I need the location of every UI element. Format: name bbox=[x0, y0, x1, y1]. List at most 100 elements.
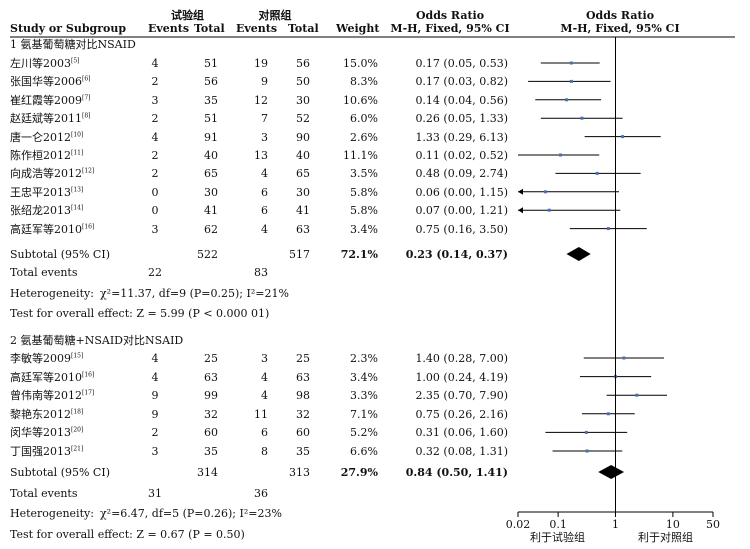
study-point-square bbox=[585, 449, 589, 453]
ctrl-total: 25 bbox=[296, 352, 310, 365]
study-weight: 5.8% bbox=[350, 204, 378, 218]
ctrl-total: 63 bbox=[296, 222, 310, 236]
study-reference: [6] bbox=[82, 75, 91, 83]
study-weight: 5.8% bbox=[350, 185, 378, 199]
study-reference: [10] bbox=[71, 130, 84, 138]
study-name: 黎艳东2012[18] bbox=[10, 407, 84, 421]
study-or-ci: 0.26 (0.05, 1.33) bbox=[415, 112, 508, 126]
exp-total: 62 bbox=[204, 222, 218, 236]
study-or-ci: 0.14 (0.04, 0.56) bbox=[415, 93, 508, 107]
study-point-square bbox=[569, 61, 573, 65]
study-or-ci: 0.31 (0.06, 1.60) bbox=[415, 426, 508, 440]
total-events-exp: 31 bbox=[148, 487, 162, 500]
header-study: Study or Subgroup bbox=[10, 22, 127, 35]
total-events-ctrl: 83 bbox=[254, 266, 268, 279]
study-or-ci: 1.00 (0.24, 4.19) bbox=[415, 370, 508, 384]
study-point-square bbox=[564, 98, 568, 102]
study-weight: 3.5% bbox=[350, 167, 378, 181]
study-point-square bbox=[584, 430, 588, 434]
exp-events: 4 bbox=[151, 370, 159, 384]
study-name: 闵华等2013[20] bbox=[10, 426, 84, 440]
study-or-ci: 0.48 (0.09, 2.74) bbox=[415, 167, 508, 181]
subtotal-or-ci: 0.84 (0.50, 1.41) bbox=[405, 466, 508, 479]
subtotal-label: Subtotal (95% CI) bbox=[10, 248, 110, 261]
study-point-square bbox=[595, 171, 599, 175]
ctrl-total: 90 bbox=[296, 130, 310, 144]
header-plot-title: Odds Ratio bbox=[585, 9, 655, 22]
exp-events: 0 bbox=[151, 204, 159, 218]
exp-events: 3 bbox=[151, 445, 159, 458]
ctrl-events: 6 bbox=[261, 204, 268, 218]
study-reference: [15] bbox=[71, 352, 84, 360]
ctrl-total: 32 bbox=[296, 407, 310, 421]
header-exp-total: Total bbox=[194, 22, 225, 35]
study-name: 张绍龙2013[14] bbox=[10, 204, 84, 218]
favours-right-label: 利于对照组 bbox=[638, 531, 693, 544]
exp-events: 3 bbox=[151, 93, 159, 107]
study-point-square bbox=[558, 153, 562, 157]
header-or-method: M-H, Fixed, 95% CI bbox=[390, 22, 510, 35]
study-name: 赵廷斌等2011[8] bbox=[10, 112, 91, 126]
study-weight: 5.2% bbox=[350, 426, 378, 440]
exp-total: 91 bbox=[204, 130, 218, 144]
exp-events: 9 bbox=[151, 407, 159, 421]
study-reference: [20] bbox=[71, 426, 84, 434]
ctrl-total: 98 bbox=[296, 389, 310, 403]
ctrl-total: 60 bbox=[296, 426, 310, 440]
exp-total: 30 bbox=[204, 185, 218, 199]
study-reference: [14] bbox=[71, 204, 84, 212]
total-events-ctrl: 36 bbox=[254, 487, 268, 500]
study-name: 崔红霞等2009[7] bbox=[10, 93, 91, 107]
study-or-ci: 0.06 (0.00, 1.15) bbox=[415, 185, 508, 199]
subtotal-exp-total: 522 bbox=[197, 248, 218, 261]
study-or-ci: 0.32 (0.08, 1.31) bbox=[415, 445, 508, 458]
study-or-ci: 0.75 (0.16, 3.50) bbox=[415, 222, 508, 236]
study-reference: [8] bbox=[82, 112, 91, 120]
ctrl-total: 41 bbox=[296, 204, 310, 218]
study-point-square bbox=[547, 208, 551, 212]
ctrl-total: 30 bbox=[296, 185, 310, 199]
study-weight: 3.4% bbox=[350, 222, 378, 236]
overall-effect: Test for overall effect: Z = 5.99 (P < 0… bbox=[10, 307, 270, 320]
study-point-square bbox=[580, 116, 584, 120]
exp-events: 9 bbox=[151, 389, 159, 403]
study-name: 王忠平2013[13] bbox=[10, 185, 84, 199]
heterogeneity-label: Heterogeneity: bbox=[10, 287, 94, 300]
x-tick-label: 0.1 bbox=[549, 518, 567, 531]
exp-total: 41 bbox=[204, 204, 218, 218]
ctrl-events: 8 bbox=[261, 445, 268, 458]
x-tick-label: 10 bbox=[665, 518, 680, 531]
subtotal-or-ci: 0.23 (0.14, 0.37) bbox=[405, 248, 508, 261]
subtotal-ctrl-total: 313 bbox=[289, 466, 310, 479]
study-reference: [7] bbox=[82, 94, 91, 102]
study-name: 左川等2003[5] bbox=[10, 57, 80, 70]
exp-events: 0 bbox=[151, 185, 159, 199]
heterogeneity-label: Heterogeneity: bbox=[10, 507, 94, 520]
ctrl-events: 13 bbox=[254, 149, 268, 162]
study-name: 高廷军等2010[16] bbox=[10, 370, 95, 384]
study-ci-arrow bbox=[518, 188, 523, 195]
study-weight: 3.4% bbox=[350, 370, 378, 384]
header-ctrl-events: Events bbox=[236, 22, 278, 35]
study-weight: 2.6% bbox=[350, 130, 378, 144]
study-reference: [16] bbox=[82, 370, 95, 378]
header-ctrl-total: Total bbox=[288, 22, 319, 35]
ctrl-total: 52 bbox=[296, 112, 310, 126]
study-reference: [17] bbox=[82, 389, 95, 397]
exp-events: 3 bbox=[151, 222, 159, 236]
ctrl-events: 6 bbox=[261, 426, 268, 440]
exp-total: 25 bbox=[204, 352, 218, 365]
study-point-square bbox=[622, 356, 626, 360]
study-weight: 15.0% bbox=[343, 57, 378, 70]
subtotal-label: Subtotal (95% CI) bbox=[10, 466, 110, 479]
study-or-ci: 0.17 (0.05, 0.53) bbox=[415, 57, 508, 70]
ctrl-total: 35 bbox=[296, 445, 310, 458]
ctrl-total: 65 bbox=[296, 167, 310, 181]
ctrl-events: 4 bbox=[261, 389, 268, 403]
ctrl-events: 7 bbox=[261, 112, 268, 126]
ctrl-events: 12 bbox=[254, 93, 268, 107]
study-weight: 10.6% bbox=[343, 93, 378, 107]
total-events-exp: 22 bbox=[148, 266, 162, 279]
